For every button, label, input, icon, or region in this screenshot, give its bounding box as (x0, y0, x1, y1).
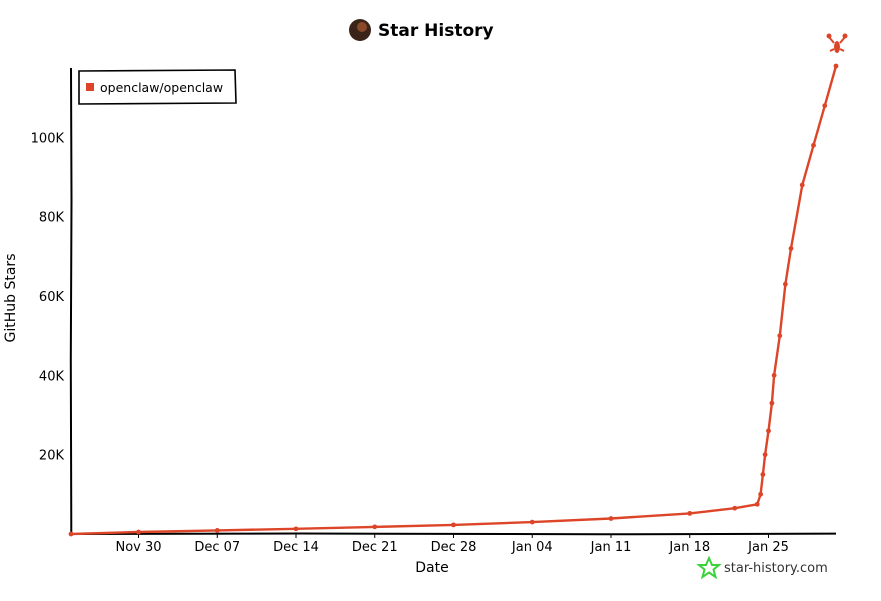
data-point (529, 519, 535, 525)
data-point (372, 524, 378, 530)
data-point (769, 400, 775, 406)
x-tick-labels: Nov 30 Dec 07 Dec 14 Dec 21 Dec 28 Jan 04 Jan … (115, 534, 789, 555)
data-point (811, 142, 816, 148)
avatar-highlight (357, 22, 367, 32)
y-axis-title: GitHub Stars (3, 254, 19, 343)
y-tick-label: 100K (31, 131, 65, 146)
lobster-icon (826, 33, 848, 53)
legend-label: openclaw/openclaw (100, 80, 223, 95)
chart-header: Star History (349, 19, 494, 41)
data-point (766, 428, 771, 434)
star-logo-icon (696, 555, 722, 580)
data-point (754, 501, 760, 507)
x-tick-label: Jan 18 (668, 540, 710, 555)
y-tick-label: 60K (39, 290, 65, 305)
data-point (293, 526, 299, 532)
data-point (687, 510, 693, 516)
series-line (70, 65, 838, 536)
data-point (799, 182, 805, 188)
chart-title: Star History (378, 21, 494, 41)
y-tick-labels: 20K 40K 60K 80K 100K (31, 131, 65, 463)
data-point (822, 103, 828, 109)
legend-swatch (86, 83, 94, 91)
data-point (732, 505, 738, 511)
data-point (782, 281, 788, 287)
x-tick-label: Nov 30 (115, 540, 161, 555)
data-point (762, 452, 768, 458)
y-tick-label: 80K (39, 211, 65, 226)
data-point (214, 528, 220, 533)
x-tick-label: Jan 04 (511, 540, 553, 555)
x-axis-title: Date (415, 560, 448, 576)
data-point (771, 372, 777, 378)
y-axis-line (69, 67, 73, 535)
data-point (608, 516, 614, 521)
x-tick-label: Dec 14 (273, 540, 319, 555)
data-point (760, 472, 766, 477)
data-point (68, 531, 74, 537)
footer-site-text: star-history.com (724, 561, 828, 576)
data-point (451, 522, 456, 528)
x-tick-label: Jan 11 (590, 540, 632, 555)
y-tick-label: 20K (39, 449, 65, 464)
data-point (136, 529, 141, 535)
x-tick-label: Dec 28 (431, 540, 477, 555)
x-tick-label: Dec 07 (194, 540, 240, 555)
series-openclaw (68, 63, 839, 537)
x-tick-label: Jan 25 (747, 540, 789, 555)
footer-brand: star-history.com (696, 555, 828, 580)
y-tick-label: 40K (39, 369, 65, 384)
x-axis-line (69, 532, 837, 536)
legend: openclaw/openclaw (78, 69, 237, 105)
data-point (777, 333, 783, 339)
data-point (833, 63, 839, 69)
x-tick-label: Dec 21 (352, 540, 398, 555)
data-point (788, 246, 794, 251)
legend-box (78, 69, 237, 105)
data-point (758, 491, 764, 497)
